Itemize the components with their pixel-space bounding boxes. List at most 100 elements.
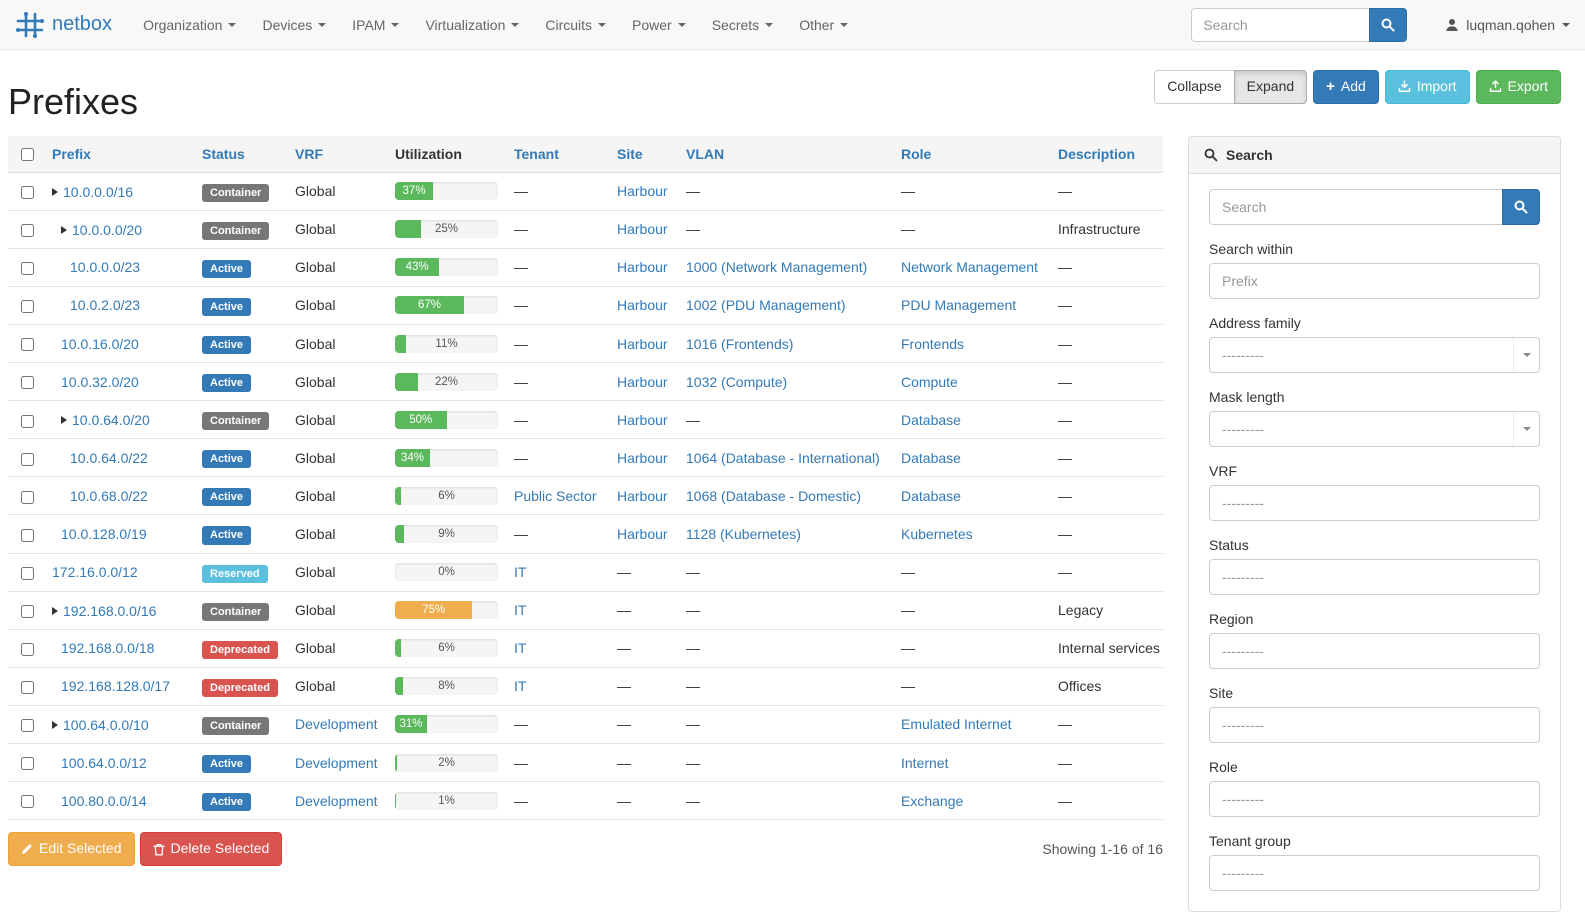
nav-item-organization[interactable]: Organization	[130, 0, 249, 50]
column-header-role[interactable]: Role	[893, 135, 1050, 173]
nav-item-power[interactable]: Power	[619, 0, 699, 50]
filter-input-vrf[interactable]	[1209, 484, 1540, 521]
user-menu[interactable]: luqman.qohen	[1445, 17, 1570, 33]
prefix-link[interactable]: 10.0.64.0/22	[70, 449, 148, 466]
row-checkbox[interactable]	[21, 643, 34, 657]
prefix-link[interactable]: 10.0.0.0/20	[72, 221, 143, 238]
filter-input-status[interactable]	[1209, 558, 1540, 595]
vlan-link[interactable]: 1002 (PDU Management)	[686, 297, 846, 314]
prefix-link[interactable]: 100.80.0.0/14	[61, 792, 147, 809]
add-button[interactable]: + Add	[1313, 70, 1379, 104]
brand[interactable]: netbox	[15, 11, 112, 39]
row-checkbox[interactable]	[21, 224, 34, 238]
prefix-link[interactable]: 100.64.0.0/12	[61, 754, 147, 771]
filter-input-mask-length[interactable]	[1209, 410, 1540, 447]
prefix-link[interactable]: 10.0.2.0/23	[70, 297, 141, 314]
filter-input-address-family[interactable]	[1209, 336, 1540, 373]
vlan-link[interactable]: 1016 (Frontends)	[686, 335, 794, 352]
filter-input-role[interactable]	[1209, 780, 1540, 817]
vlan-link[interactable]: 1068 (Database - Domestic)	[686, 487, 862, 504]
row-checkbox[interactable]	[21, 414, 34, 428]
expand-row-icon[interactable]	[61, 225, 67, 234]
role-link[interactable]: Database	[901, 449, 961, 466]
column-header-tenant[interactable]: Tenant	[506, 135, 609, 173]
site-link[interactable]: Harbour	[617, 335, 668, 352]
navbar-search-button[interactable]	[1369, 7, 1408, 42]
select-all-checkbox[interactable]	[21, 148, 34, 162]
nav-item-circuits[interactable]: Circuits	[532, 0, 619, 50]
prefix-link[interactable]: 10.0.128.0/19	[61, 525, 147, 542]
expand-row-icon[interactable]	[52, 187, 58, 196]
row-checkbox[interactable]	[21, 300, 34, 314]
row-checkbox[interactable]	[21, 566, 34, 580]
row-checkbox[interactable]	[21, 681, 34, 695]
import-button[interactable]: Import	[1384, 70, 1470, 104]
prefix-link[interactable]: 10.0.0.0/16	[63, 183, 134, 200]
prefix-link[interactable]: 192.168.0.0/18	[61, 640, 155, 657]
vrf-link[interactable]: Development	[295, 792, 378, 809]
column-header-prefix[interactable]: Prefix	[44, 135, 194, 173]
row-checkbox[interactable]	[21, 757, 34, 771]
vrf-link[interactable]: Development	[295, 716, 378, 733]
site-link[interactable]: Harbour	[617, 449, 668, 466]
role-link[interactable]: PDU Management	[901, 297, 1017, 314]
nav-item-devices[interactable]: Devices	[249, 0, 339, 50]
column-header-vlan[interactable]: VLAN	[678, 135, 893, 173]
prefix-link[interactable]: 10.0.68.0/22	[70, 487, 148, 504]
row-checkbox[interactable]	[21, 376, 34, 390]
row-checkbox[interactable]	[21, 490, 34, 504]
row-checkbox[interactable]	[21, 795, 34, 809]
row-checkbox[interactable]	[21, 528, 34, 542]
delete-selected-button[interactable]: Delete Selected	[139, 832, 283, 867]
nav-item-other[interactable]: Other	[786, 0, 861, 50]
filter-input-site[interactable]	[1209, 706, 1540, 743]
vlan-link[interactable]: 1064 (Database - International)	[686, 449, 880, 466]
role-link[interactable]: Emulated Internet	[901, 716, 1012, 733]
site-link[interactable]: Harbour	[617, 373, 668, 390]
row-checkbox[interactable]	[21, 604, 34, 618]
vlan-link[interactable]: 1128 (Kubernetes)	[686, 525, 801, 542]
role-link[interactable]: Internet	[901, 754, 949, 771]
prefix-link[interactable]: 10.0.32.0/20	[61, 373, 139, 390]
tenant-link[interactable]: Public Sector	[514, 487, 597, 504]
row-checkbox[interactable]	[21, 452, 34, 466]
filter-input-tenant-group[interactable]	[1209, 854, 1540, 891]
export-button[interactable]: Export	[1475, 70, 1561, 104]
prefix-link[interactable]: 192.168.0.0/16	[63, 602, 157, 619]
expand-row-icon[interactable]	[52, 720, 58, 729]
column-header-vrf[interactable]: VRF	[287, 135, 387, 173]
filter-input-search-within[interactable]	[1209, 262, 1540, 299]
prefix-link[interactable]: 10.0.16.0/20	[61, 335, 139, 352]
expand-row-icon[interactable]	[52, 606, 58, 615]
prefix-link[interactable]: 192.168.128.0/17	[61, 678, 170, 695]
site-link[interactable]: Harbour	[617, 487, 668, 504]
tenant-link[interactable]: IT	[514, 640, 527, 657]
nav-item-secrets[interactable]: Secrets	[699, 0, 786, 50]
navbar-search-input[interactable]	[1191, 7, 1370, 42]
role-link[interactable]: Database	[901, 487, 961, 504]
vlan-link[interactable]: 1032 (Compute)	[686, 373, 788, 390]
site-link[interactable]: Harbour	[617, 297, 668, 314]
column-header-description[interactable]: Description	[1050, 135, 1163, 173]
prefix-link[interactable]: 10.0.0.0/23	[70, 259, 141, 276]
prefix-link[interactable]: 10.0.64.0/20	[72, 412, 150, 429]
prefix-link[interactable]: 172.16.0.0/12	[52, 564, 138, 581]
vrf-link[interactable]: Development	[295, 754, 378, 771]
row-checkbox[interactable]	[21, 185, 34, 199]
site-link[interactable]: Harbour	[617, 525, 668, 542]
role-link[interactable]: Exchange	[901, 792, 964, 809]
filter-input-region[interactable]	[1209, 632, 1540, 669]
role-link[interactable]: Kubernetes	[901, 525, 973, 542]
site-link[interactable]: Harbour	[617, 221, 668, 238]
expand-button[interactable]: Expand	[1233, 70, 1308, 104]
tenant-link[interactable]: IT	[514, 602, 527, 619]
tenant-link[interactable]: IT	[514, 678, 527, 695]
tenant-link[interactable]: IT	[514, 564, 527, 581]
site-link[interactable]: Harbour	[617, 411, 668, 428]
role-link[interactable]: Compute	[901, 373, 958, 390]
role-link[interactable]: Network Management	[901, 259, 1038, 276]
column-header-site[interactable]: Site	[609, 135, 678, 173]
role-link[interactable]: Frontends	[901, 335, 965, 352]
site-link[interactable]: Harbour	[617, 183, 668, 200]
nav-item-ipam[interactable]: IPAM	[339, 0, 412, 50]
